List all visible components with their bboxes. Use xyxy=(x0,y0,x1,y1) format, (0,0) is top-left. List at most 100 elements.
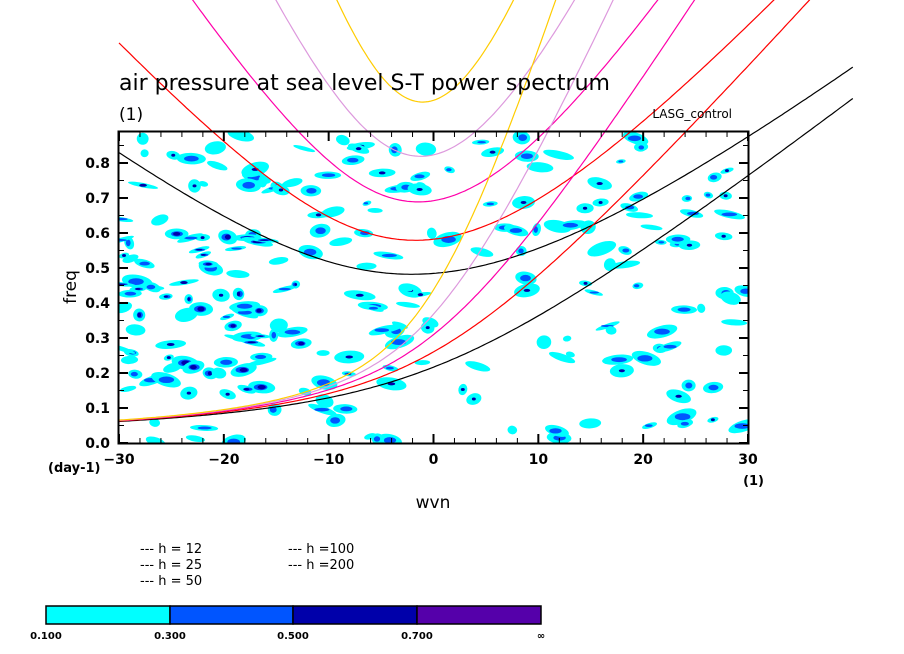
power-patch-peak xyxy=(171,153,176,157)
power-patch-level-2 xyxy=(633,194,644,199)
power-patch-level-3 xyxy=(239,367,248,373)
power-patch-peak xyxy=(180,281,188,285)
y-axis-label: freq xyxy=(61,270,81,304)
power-patch-level-3 xyxy=(190,364,197,370)
power-patch-level-2 xyxy=(562,222,579,228)
power-patch-level-2 xyxy=(220,359,233,365)
power-patch-level-1 xyxy=(207,160,228,171)
power-patch-level-2 xyxy=(446,168,452,172)
power-patch-level-1 xyxy=(119,301,133,314)
power-patch-level-1 xyxy=(415,142,437,156)
power-patch-level-3 xyxy=(200,253,206,256)
power-patch-level-1 xyxy=(603,258,616,272)
power-patch-level-1 xyxy=(293,144,316,153)
power-patch-level-2 xyxy=(633,284,640,288)
model-label: LASG_control xyxy=(652,107,732,121)
power-patch-level-1 xyxy=(145,436,166,443)
power-patch-level-1 xyxy=(526,162,554,173)
colorbar-label: 0.300 xyxy=(154,631,186,642)
power-patch-peak xyxy=(355,293,364,297)
power-patch-level-2 xyxy=(271,331,277,339)
power-patch-level-1 xyxy=(226,270,250,278)
power-patch-level-2 xyxy=(340,406,353,412)
power-patch-level-2 xyxy=(509,228,523,233)
power-patch-level-1 xyxy=(151,214,169,226)
y-tick-label: 0.4 xyxy=(85,296,110,312)
power-patch-level-2 xyxy=(314,407,330,412)
power-patch-level-3 xyxy=(205,262,212,266)
power-patch-level-3 xyxy=(197,306,205,312)
power-patch-level-2 xyxy=(315,227,326,235)
power-patch-level-1 xyxy=(316,350,330,356)
power-patch-level-1 xyxy=(579,418,602,429)
power-patch-level-1 xyxy=(562,335,572,342)
y-tick-label: 0.5 xyxy=(85,261,110,277)
power-patch-level-2 xyxy=(278,287,291,291)
power-patch-level-2 xyxy=(705,193,711,197)
ig-curve-h100 xyxy=(275,0,576,157)
power-patch-level-3 xyxy=(187,297,190,301)
power-patch-level-2 xyxy=(622,248,630,253)
power-patch-level-1 xyxy=(715,345,733,356)
mrg-curve-h25 xyxy=(118,0,811,422)
power-patch-level-2 xyxy=(671,236,684,242)
power-patch-level-2 xyxy=(237,310,252,315)
power-patch-level-2 xyxy=(486,202,495,206)
power-patch-level-3 xyxy=(256,308,262,313)
power-patch-level-2 xyxy=(284,329,301,335)
power-patch-level-2 xyxy=(374,328,390,333)
power-patch-level-2 xyxy=(644,424,653,427)
power-patch-peak xyxy=(200,236,205,240)
chart-title: air pressure at sea level S-T power spec… xyxy=(119,71,610,96)
x-tick-label: −10 xyxy=(313,452,344,468)
power-patch-peak xyxy=(218,293,224,297)
power-patch-level-2 xyxy=(477,140,486,144)
mrg-curve-h100 xyxy=(118,0,614,421)
power-patch-level-3 xyxy=(243,387,250,391)
power-patch-level-1 xyxy=(125,324,146,336)
ig-curve-h200 xyxy=(336,0,515,103)
power-patch-level-3 xyxy=(259,239,269,241)
power-patch-level-2 xyxy=(236,303,253,309)
power-patch-level-1 xyxy=(470,247,494,257)
x-tick-label: −20 xyxy=(208,452,239,468)
mrg-curve-h200 xyxy=(118,0,557,421)
legend: --- h = 12--- h = 25--- h = 50 --- h =100… xyxy=(140,542,354,589)
power-patch-level-2 xyxy=(146,284,156,290)
power-patch-level-2 xyxy=(685,382,693,389)
power-patch-level-1 xyxy=(414,360,431,366)
power-patch-level-2 xyxy=(589,291,599,294)
power-patch-level-2 xyxy=(520,153,533,159)
power-patch-peak xyxy=(139,183,147,187)
power-patch-level-1 xyxy=(697,303,706,313)
power-patch-level-2 xyxy=(520,274,531,282)
power-field xyxy=(119,132,748,443)
power-patch-level-2 xyxy=(414,174,425,179)
axis-ticks xyxy=(118,132,749,444)
power-patch-level-1 xyxy=(507,425,518,435)
power-patch-peak xyxy=(723,194,728,198)
power-patch-level-1 xyxy=(640,224,663,231)
power-patch-level-2 xyxy=(618,160,624,163)
power-patch-level-2 xyxy=(740,288,748,294)
power-patch-level-1 xyxy=(426,227,437,239)
power-patch-level-2 xyxy=(627,135,642,142)
colorbar-label: 0.700 xyxy=(401,631,433,642)
power-patch-level-1 xyxy=(198,181,209,187)
power-patch-peak xyxy=(315,213,322,217)
colorbar: 0.100 0.300 0.500 0.700 ∞ xyxy=(30,605,545,642)
power-patch-level-2 xyxy=(373,436,381,442)
legend-entry: --- h = 50 xyxy=(140,574,202,589)
power-patch-level-2 xyxy=(381,253,397,258)
power-patch-level-1 xyxy=(565,351,575,358)
legend-entry: --- h = 25 xyxy=(140,558,202,573)
power-patch-peak xyxy=(166,356,171,360)
power-patch-level-2 xyxy=(658,241,665,244)
power-patch-level-1 xyxy=(367,207,383,213)
power-patch-level-1 xyxy=(140,149,149,158)
x-units-label: (1) xyxy=(743,474,764,489)
power-patch-level-2 xyxy=(680,421,689,426)
power-patch-level-1 xyxy=(120,355,139,365)
power-patch-level-3 xyxy=(135,287,141,290)
power-patch-level-1 xyxy=(404,285,413,292)
